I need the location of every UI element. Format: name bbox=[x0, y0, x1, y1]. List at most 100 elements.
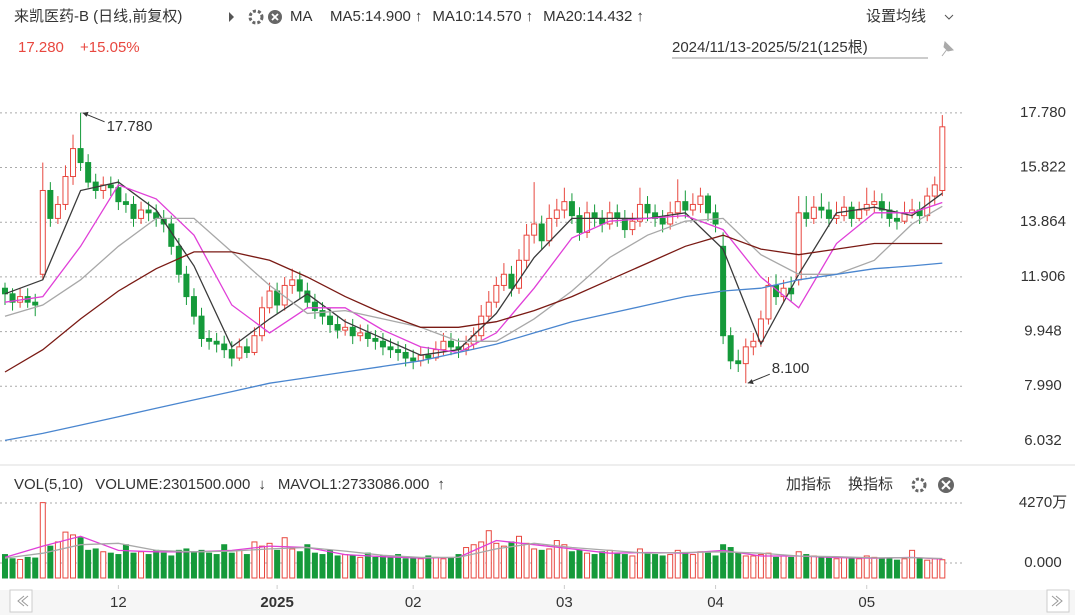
y-tick-label: 6.032 bbox=[1024, 432, 1062, 449]
candle-body bbox=[447, 340, 454, 348]
volume-bar bbox=[440, 558, 447, 579]
volume-bar bbox=[561, 544, 568, 579]
candle-body bbox=[175, 245, 182, 275]
volume-trend: ↓ bbox=[258, 476, 266, 493]
candle-body bbox=[750, 340, 757, 348]
close-cross bbox=[271, 13, 279, 21]
settings-button[interactable]: 设置均线 bbox=[866, 8, 926, 25]
volume-title: VOL(5,10) bbox=[14, 476, 83, 493]
volume-bar bbox=[145, 554, 152, 579]
volume-bar bbox=[863, 555, 870, 579]
volume-bar bbox=[780, 555, 787, 579]
volume-bar bbox=[349, 555, 356, 579]
ma-button[interactable]: MA bbox=[290, 8, 313, 25]
annotation-arrowhead bbox=[82, 111, 89, 117]
volume-bar bbox=[704, 552, 711, 579]
volume-bar bbox=[228, 552, 235, 579]
volume-bar bbox=[357, 556, 364, 579]
ma-line bbox=[4, 262, 943, 442]
volume-bar bbox=[931, 558, 938, 579]
volume-bar bbox=[500, 545, 507, 579]
candle-body bbox=[54, 203, 61, 219]
expand-icon[interactable] bbox=[229, 12, 234, 22]
volume-bar bbox=[175, 549, 182, 579]
legend-entry: MA5:14.900 bbox=[330, 8, 411, 25]
candle-body bbox=[584, 212, 591, 233]
candle-body bbox=[9, 293, 16, 303]
volume-bar bbox=[258, 545, 265, 579]
volume-bar bbox=[614, 552, 621, 579]
last-price: 17.280 bbox=[18, 39, 64, 56]
candle-body bbox=[1, 287, 8, 295]
switch-indicator[interactable]: 换指标 bbox=[848, 476, 893, 493]
candle-body bbox=[206, 337, 213, 342]
volume-bar bbox=[576, 549, 583, 579]
dropdown-icon[interactable] bbox=[944, 14, 954, 20]
volume-bar bbox=[1, 554, 8, 579]
volume-bar bbox=[379, 555, 386, 579]
candle-body bbox=[379, 340, 386, 348]
volume-bar bbox=[372, 556, 379, 579]
volume-bar bbox=[236, 549, 243, 579]
candle-body bbox=[576, 215, 583, 233]
candle-body bbox=[221, 343, 228, 351]
candle-body bbox=[523, 234, 530, 261]
volume-bar bbox=[432, 556, 439, 579]
volume-bar bbox=[621, 554, 628, 579]
gear-icon[interactable] bbox=[248, 9, 264, 25]
volume-bar bbox=[296, 551, 303, 579]
ma-line bbox=[4, 542, 943, 560]
volume-bar bbox=[538, 549, 545, 579]
volume-bar bbox=[289, 548, 296, 579]
volume-bar bbox=[153, 549, 160, 579]
volume-bar bbox=[455, 554, 462, 579]
volume-bar bbox=[629, 555, 636, 579]
volume-bar bbox=[47, 545, 54, 579]
candle-body bbox=[893, 217, 900, 222]
candle-body bbox=[387, 346, 394, 351]
candle-body bbox=[614, 212, 621, 219]
candle-body bbox=[697, 195, 704, 205]
candle-body bbox=[402, 351, 409, 359]
volume-bar bbox=[584, 552, 591, 579]
candle-body bbox=[644, 203, 651, 214]
close-cross bbox=[941, 480, 951, 490]
scroll-left[interactable] bbox=[9, 589, 33, 613]
candle-body bbox=[629, 220, 636, 231]
date-range[interactable]: 2024/11/13-2025/5/21(125根) bbox=[672, 39, 868, 56]
candle-body bbox=[765, 284, 772, 320]
gear-icon[interactable] bbox=[911, 477, 927, 493]
volume-bar bbox=[39, 502, 46, 579]
volume-bar bbox=[24, 556, 31, 579]
candle-body bbox=[274, 290, 281, 306]
volume-bar bbox=[122, 544, 129, 579]
volume-bar bbox=[599, 551, 606, 579]
add-indicator[interactable]: 加指标 bbox=[786, 476, 831, 493]
volume-bar bbox=[342, 554, 349, 579]
y-tick-label: 15.822 bbox=[1020, 158, 1066, 175]
annotation-arrowhead bbox=[747, 379, 754, 385]
volume-bar bbox=[304, 544, 311, 579]
legend-entry: MA20:14.432 bbox=[543, 8, 632, 25]
volume-bar bbox=[848, 558, 855, 579]
volume-bar bbox=[221, 544, 228, 579]
candle-body bbox=[878, 201, 885, 211]
volume-bar bbox=[130, 552, 137, 579]
volume-bar bbox=[190, 551, 197, 579]
candle-body bbox=[334, 324, 341, 331]
volume-bar bbox=[364, 552, 371, 579]
volume-bar bbox=[803, 554, 810, 579]
candle-body bbox=[364, 332, 371, 339]
legend-trend: ↑ bbox=[437, 476, 445, 493]
volume-bar bbox=[478, 541, 485, 579]
candle-body bbox=[871, 201, 878, 205]
volume-bar bbox=[138, 551, 145, 579]
volume-bar bbox=[17, 558, 24, 579]
volume-label: VOLUME:2301500.000 bbox=[95, 476, 250, 493]
y-tick-label: 7.990 bbox=[1024, 377, 1062, 394]
x-tick-label: 05 bbox=[858, 594, 875, 611]
pin-icon[interactable] bbox=[941, 40, 955, 57]
